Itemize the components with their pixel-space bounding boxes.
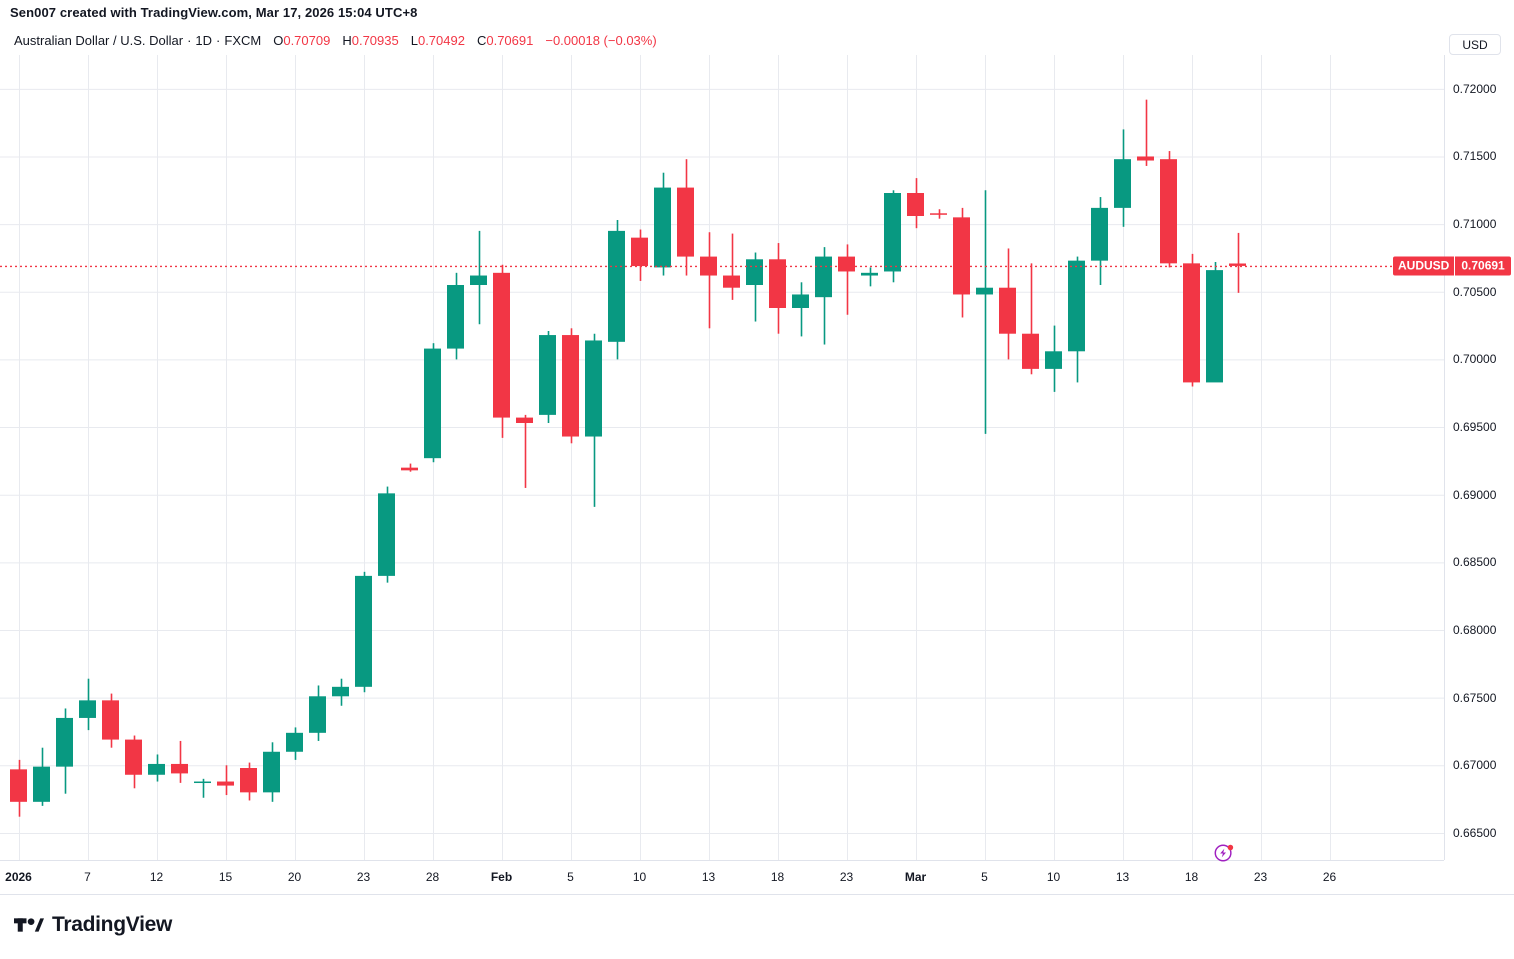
chart-legend: Australian Dollar / U.S. Dollar · 1D · F… — [14, 33, 657, 48]
price-tick: 0.71500 — [1453, 149, 1497, 164]
price-tick: 0.67500 — [1453, 690, 1497, 705]
legend-low-value: 0.70492 — [417, 33, 465, 48]
price-tick: 0.66500 — [1453, 825, 1497, 840]
time-tick: 2026 — [5, 870, 32, 884]
time-tick: 23 — [839, 870, 854, 884]
chart-svg — [0, 55, 1444, 860]
legend-interval[interactable]: 1D — [195, 33, 213, 48]
current-price-badge[interactable]: AUDUSD 0.70691 — [1393, 256, 1511, 276]
legend-low: L0.70492 — [411, 33, 465, 48]
legend-separator-2: · — [216, 33, 221, 48]
time-tick: 26 — [1322, 870, 1337, 884]
legend-close: C0.70691 — [477, 33, 533, 48]
price-tick: 0.70500 — [1453, 284, 1497, 299]
legend-high-value: 0.70935 — [351, 33, 399, 48]
legend-exchange[interactable]: FXCM — [224, 33, 262, 48]
time-tick: 15 — [218, 870, 233, 884]
tradingview-logo-text: TradingView — [52, 913, 173, 936]
time-tick: 7 — [84, 870, 91, 884]
flash-event-icon[interactable] — [1213, 842, 1235, 864]
currency-button[interactable]: USD — [1449, 34, 1501, 55]
time-tick: 13 — [701, 870, 716, 884]
legend-separator-1: · — [187, 33, 192, 48]
legend-high-label: H — [342, 33, 352, 48]
time-tick: 10 — [1046, 870, 1061, 884]
price-badge-value: 0.70691 — [1455, 256, 1511, 276]
time-tick: 12 — [149, 870, 164, 884]
time-tick: 5 — [567, 870, 574, 884]
grid-lines — [0, 55, 1444, 860]
time-tick: Mar — [904, 870, 927, 884]
legend-close-label: C — [476, 33, 487, 48]
candlestick-plot-area[interactable] — [0, 55, 1444, 860]
legend-symbol-name[interactable]: Australian Dollar / U.S. Dollar — [14, 33, 184, 48]
price-tick: 0.68500 — [1453, 555, 1497, 570]
legend-low-label: L — [410, 33, 418, 48]
candles — [10, 99, 1246, 817]
time-scale[interactable]: 2026 7 12 15 20 23 28 Feb 5 10 13 18 23 Mar 5 10 13 18 23 2… — [0, 860, 1444, 894]
legend-open-label: O — [273, 33, 284, 48]
price-tick: 0.69000 — [1453, 487, 1497, 502]
price-tick: 0.70000 — [1453, 352, 1497, 367]
price-scale[interactable]: 0.72000 0.71500 0.71000 0.70500 0.70000 0.695… — [1444, 55, 1514, 860]
time-tick: 18 — [1184, 870, 1199, 884]
price-tick: 0.72000 — [1453, 81, 1497, 96]
tradingview-logo[interactable]: TradingView — [14, 913, 172, 937]
tradingview-mark-icon — [14, 918, 44, 932]
time-tick: 18 — [770, 870, 785, 884]
legend-close-value: 0.70691 — [486, 33, 534, 48]
attribution-text: Sen007 created with TradingView.com, Mar… — [10, 5, 418, 20]
time-tick: 23 — [1253, 870, 1268, 884]
time-tick: 20 — [287, 870, 302, 884]
footer-bar: TradingView — [0, 894, 1514, 959]
legend-open: O0.70709 — [273, 33, 330, 48]
time-tick: Feb — [490, 870, 513, 884]
price-badge-symbol: AUDUSD — [1393, 256, 1456, 276]
time-tick: 28 — [425, 870, 440, 884]
price-tick: 0.69500 — [1453, 420, 1497, 435]
time-tick: 10 — [632, 870, 647, 884]
time-tick: 5 — [981, 870, 988, 884]
price-tick: 0.67000 — [1453, 758, 1497, 773]
time-tick: 13 — [1115, 870, 1130, 884]
time-tick: 23 — [356, 870, 371, 884]
price-tick: 0.71000 — [1453, 217, 1497, 232]
legend-high: H0.70935 — [342, 33, 398, 48]
price-tick: 0.68000 — [1453, 623, 1497, 637]
legend-open-value: 0.70709 — [283, 33, 331, 48]
legend-change: −0.00018 (−0.03%) — [545, 33, 657, 48]
